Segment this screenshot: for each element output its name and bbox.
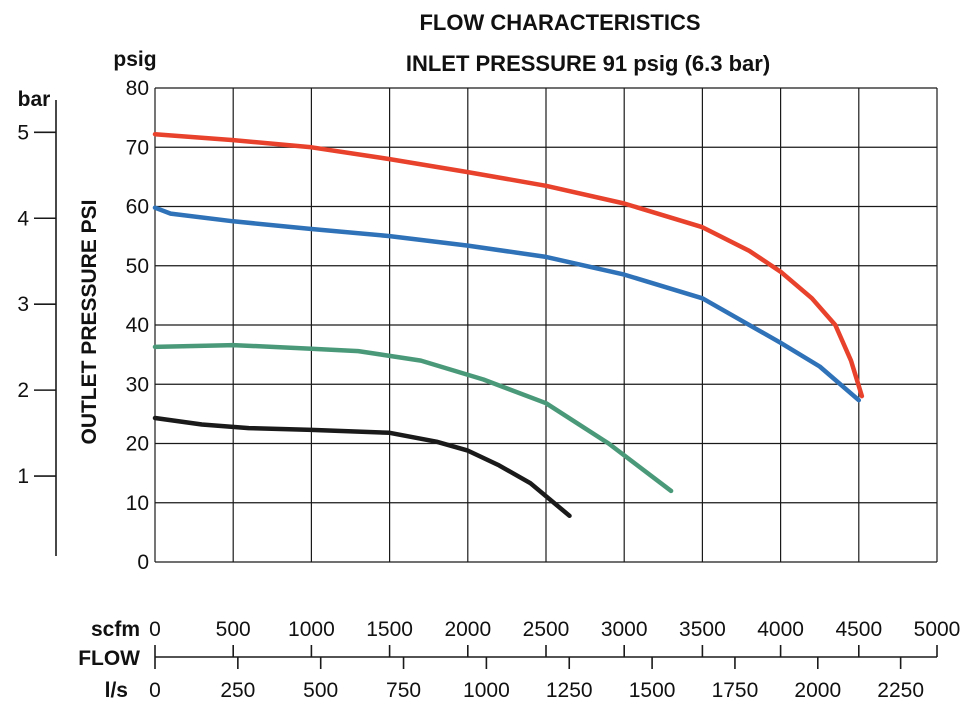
x-tick-label-scfm: 3000	[601, 618, 648, 641]
plot-grid	[154, 87, 938, 563]
bar-axis: 1 2 3 4 5	[17, 100, 57, 556]
y-tick-label-bar: 4	[17, 207, 29, 230]
x-tick-label-scfm: 2000	[444, 618, 491, 641]
y-tick-labels: 0 10 20 30 40 50 60 70 80	[126, 77, 149, 574]
chart-subtitle: INLET PRESSURE 91 psig (6.3 bar)	[406, 51, 770, 76]
y-tick-label-psig: 60	[126, 196, 149, 219]
x-unit-scfm: scfm	[91, 618, 140, 641]
x-tick-label-scfm: 2500	[523, 618, 570, 641]
x-tick-label-scfm: 1000	[288, 618, 335, 641]
y-tick-label-psig: 80	[126, 77, 149, 100]
x-tick-label-scfm: 4000	[757, 618, 804, 641]
series-2-line	[152, 205, 862, 403]
y-tick-label-bar: 1	[17, 465, 29, 488]
x-tick-label-ls: 1500	[629, 679, 676, 702]
x-tick-label-scfm: 1500	[366, 618, 413, 641]
x-flow-scale: 0 500 1000 1500 2000 2500 3000 3500 4000 4500 5000…	[149, 618, 960, 702]
y-tick-label-psig: 30	[126, 373, 149, 396]
series-4-line	[152, 415, 572, 519]
x-unit-ls: l/s	[105, 679, 128, 702]
x-tick-label-scfm: 500	[216, 618, 251, 641]
flow-curves	[152, 131, 865, 519]
x-tick-label-ls: 250	[220, 679, 255, 702]
x-tick-label-ls: 500	[303, 679, 338, 702]
x-tick-label-ls: 2250	[877, 679, 924, 702]
x-tick-label-ls: 750	[386, 679, 421, 702]
y-tick-label-psig: 40	[126, 314, 149, 337]
series-3-line	[152, 342, 674, 494]
y-tick-label-psig: 10	[126, 492, 149, 515]
x-tick-label-scfm: 5000	[914, 618, 961, 641]
y-tick-label-bar: 2	[17, 379, 29, 402]
y-tick-label-psig: 0	[137, 551, 149, 574]
x-tick-label-scfm: 3500	[679, 618, 726, 641]
y-tick-label-psig: 20	[126, 433, 149, 456]
x-axis-label: FLOW	[78, 647, 140, 670]
series-1-line	[152, 131, 865, 399]
y-unit-psig: psig	[113, 48, 156, 71]
y-unit-bar: bar	[18, 88, 51, 111]
x-tick-label-ls: 1250	[546, 679, 593, 702]
x-tick-label-ls: 1000	[463, 679, 510, 702]
x-tick-label-scfm: 4500	[835, 618, 882, 641]
y-tick-label-psig: 50	[126, 255, 149, 278]
x-tick-label-scfm: 0	[149, 618, 161, 641]
x-tick-label-ls: 2000	[794, 679, 841, 702]
y-axis-label: OUTLET PRESSURE PSI	[78, 199, 101, 444]
x-tick-label-ls: 0	[149, 679, 161, 702]
y-tick-label-bar: 3	[17, 293, 29, 316]
y-tick-label-bar: 5	[17, 121, 29, 144]
y-tick-label-psig: 70	[126, 136, 149, 159]
chart-title: FLOW CHARACTERISTICS	[419, 10, 700, 35]
x-tick-label-ls: 1750	[712, 679, 759, 702]
